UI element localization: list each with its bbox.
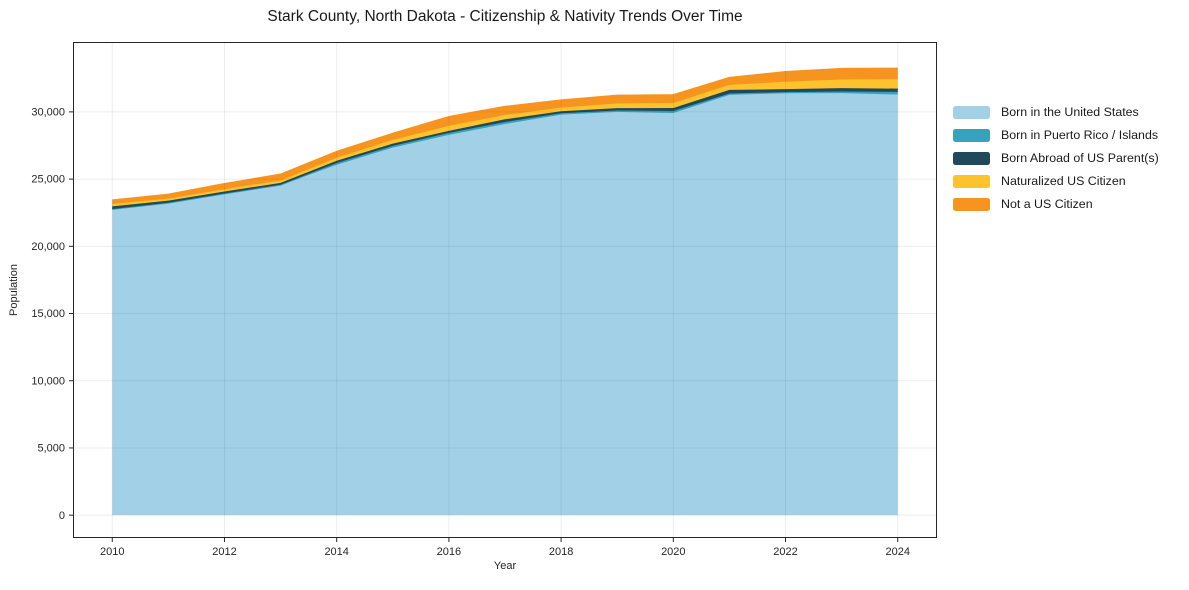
stacked-area-plot: 0 5,000 10,000 15,000 20,000 25,000 30,000 2010… — [31, 42, 937, 558]
legend-swatch-2 — [953, 129, 990, 142]
legend-label: Naturalized US Citizen — [1001, 174, 1126, 188]
x-tick-label: 2016 — [437, 546, 461, 558]
y-tick-label: 20,000 — [31, 241, 65, 253]
x-axis-label: Year — [493, 560, 517, 572]
legend-item: Born in Puerto Rico / Islands — [953, 129, 1159, 142]
chart-title: Stark County, North Dakota - Citizenship… — [267, 8, 743, 25]
legend: Born in the United States Born in Puerto … — [953, 106, 1159, 211]
legend-item: Naturalized US Citizen — [953, 175, 1159, 188]
legend-label: Born in the United States — [1001, 105, 1139, 119]
legend-label: Not a US Citizen — [1001, 197, 1093, 211]
x-tick-label: 2020 — [661, 546, 685, 558]
y-tick-label: 30,000 — [31, 107, 65, 119]
legend-swatch-5 — [953, 198, 990, 211]
legend-swatch-4 — [953, 175, 990, 188]
area-1 — [112, 93, 898, 516]
y-tick-label: 0 — [59, 510, 65, 522]
y-tick-label: 10,000 — [31, 375, 65, 387]
area-edge-5 — [112, 67, 898, 202]
x-tick-label: 2024 — [885, 546, 909, 558]
legend-item: Born in the United States — [953, 106, 1159, 119]
y-axis-label: Population — [8, 264, 20, 316]
legend-swatch-1 — [953, 106, 990, 119]
legend-item: Born Abroad of US Parent(s) — [953, 152, 1159, 165]
x-tick-label: 2022 — [773, 546, 797, 558]
plot-border — [73, 42, 937, 538]
x-tick-label: 2014 — [324, 546, 348, 558]
legend-swatch-3 — [953, 152, 990, 165]
y-tick-label: 15,000 — [31, 308, 65, 320]
legend-label: Born in Puerto Rico / Islands — [1001, 128, 1159, 142]
legend-label: Born Abroad of US Parent(s) — [1001, 151, 1159, 165]
x-tick-label: 2012 — [212, 546, 236, 558]
x-tick-label: 2010 — [100, 546, 124, 558]
x-tick-label: 2018 — [549, 546, 573, 558]
y-tick-label: 5,000 — [37, 443, 65, 455]
legend-item: Not a US Citizen — [953, 198, 1159, 211]
y-tick-label: 25,000 — [31, 174, 65, 186]
